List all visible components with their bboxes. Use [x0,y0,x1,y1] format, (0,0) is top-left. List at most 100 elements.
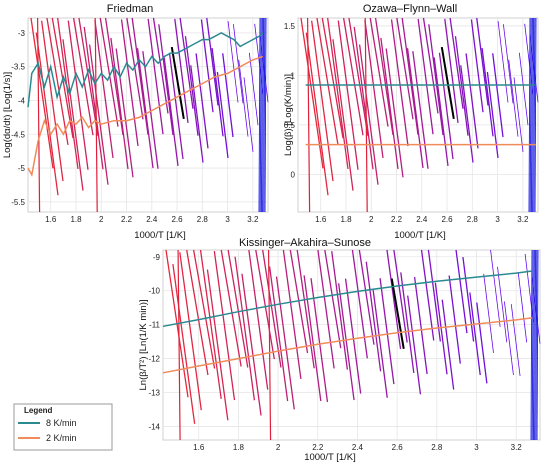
y-tick-label: -5 [18,164,26,173]
isoconversion-line [94,20,114,159]
x-tick-label: 3 [474,443,479,452]
isoconversion-line [454,36,469,136]
series-line-2k [27,55,264,177]
isoconversion-line [254,23,264,94]
isoconversion-line [30,17,54,169]
isoconversion-line [406,48,424,169]
isoconversion-line [400,272,415,374]
isoconversion-line [449,17,464,109]
isoconversion-line [311,20,334,182]
y-tick-label: -10 [148,287,160,296]
isoconversion-line [380,37,399,170]
isoconversion-line [353,26,374,170]
isoconversion-line [168,52,184,160]
chart-title-kas: Kissinger–Akahira–Sunose [239,237,371,249]
isoconversion-line [305,32,329,196]
y-axis-label-ofw: Log(β) [Log(K/min)] [283,74,294,156]
isoconversion-edge-line [534,249,537,441]
y-tick-label: 1.5 [284,22,296,31]
isoconversion-spike [177,249,181,441]
x-axis-label-kas: 1000/T [1/K] [304,452,356,463]
isoconversion-line [492,53,504,138]
ticks-friedman: 1.6 1.8 2 2.2 2.4 2.6 2.8 3 3.2 -3 -3.5 -4 -4.5 -5 -5.… [11,29,259,224]
isoconversion-line [412,51,429,169]
x-tick-label: 1.6 [315,215,327,224]
isoconversion-line [104,17,124,136]
x-tick-label: 1.8 [340,215,352,224]
isoconversion-line [344,278,362,394]
isoconversion-line [163,57,179,166]
isoconversion-line [517,272,528,343]
isoconversion-highlight [440,46,455,120]
isoconversion-line [300,17,324,169]
isoconversion-line [379,278,395,385]
legend: Legend 8 K/min 2 K/min [13,403,113,451]
isoconversion-line [433,57,449,166]
x-tick-label: 2.2 [312,443,324,452]
isoconversion-line [83,26,104,170]
x-tick-label: 3 [495,215,500,224]
isoconversion-line [142,51,159,169]
isoconversion-edge-line [260,17,263,213]
isoconversion-line [213,251,236,401]
isoconversion-line [508,59,519,137]
isoconversion-line [326,17,349,170]
chart-title-ofw: Ozawa–Flynn–Wall [363,3,457,15]
x-tick-label: 1.8 [233,443,245,452]
isoconversion-line [469,292,481,376]
isoconversion-edge-line [530,17,533,213]
isoconversion-line [296,249,315,369]
isoconversion-line [289,249,309,354]
legend-title: Legend [24,406,53,415]
isoconversion-line [220,249,242,367]
ticks-kas: 1.6 1.8 2 2.2 2.4 2.6 2.8 3 3.2 -9 -10 -11 -12 -13 -14 [148,253,522,452]
legend-label-8k: 8 K/min [46,418,77,428]
isoconversion-line [332,39,354,191]
isoconversion-line [248,52,259,126]
isoconversion-line [401,17,419,135]
isoconversion-line [420,249,435,341]
plot-area-friedman [27,17,269,213]
x-tick-label: 1.8 [70,215,82,224]
isoconversion-line [434,282,448,375]
series-lines-friedman [27,32,264,177]
x-axis-label-ofw: 1000/T [1/K] [394,230,446,241]
isoconversion-line [422,17,439,114]
isoconversion-line [448,275,461,364]
isoconversion-line [390,19,409,147]
y-tick-label: -5.5 [11,198,25,207]
isoconversion-line [476,17,489,106]
isoconversion-highlight [170,46,185,120]
isoconversion-line [99,17,119,127]
isoconversion-line [227,249,249,368]
x-tick-label: 2 [369,215,374,224]
isoconversion-spike [364,17,368,213]
isoconversion-line [518,52,529,126]
legend-box [13,403,113,451]
isoconversion-line [502,24,514,104]
isoconversion-line [510,304,521,377]
y-tick-label: 0 [291,170,296,179]
x-tick-label: 2.4 [416,215,428,224]
isoconversion-line [227,21,239,103]
isoconversion-line [136,48,154,169]
isoconversion-line [115,48,134,178]
isoconversion-line [513,77,524,152]
isoconversion-line [62,39,84,191]
isoconversion-line [417,18,434,135]
x-tick-label: 2.8 [431,443,443,452]
isoconversion-line [216,71,229,159]
isoconversion-line [152,17,169,114]
isoconversion-line [179,17,194,109]
isoconversion-line [331,251,349,370]
isoconversion-line [497,266,508,343]
series-line-8k [162,270,533,328]
y-tick-label: -3 [18,29,26,38]
isoconversion-line [503,301,514,376]
x-tick-label: 2.4 [146,215,158,224]
isoconversion-line [441,299,455,390]
isoconversion-line [268,266,289,402]
isoconversion-line [56,17,79,170]
isoconversion-spike [267,249,272,441]
isoconversion-line [67,20,89,170]
